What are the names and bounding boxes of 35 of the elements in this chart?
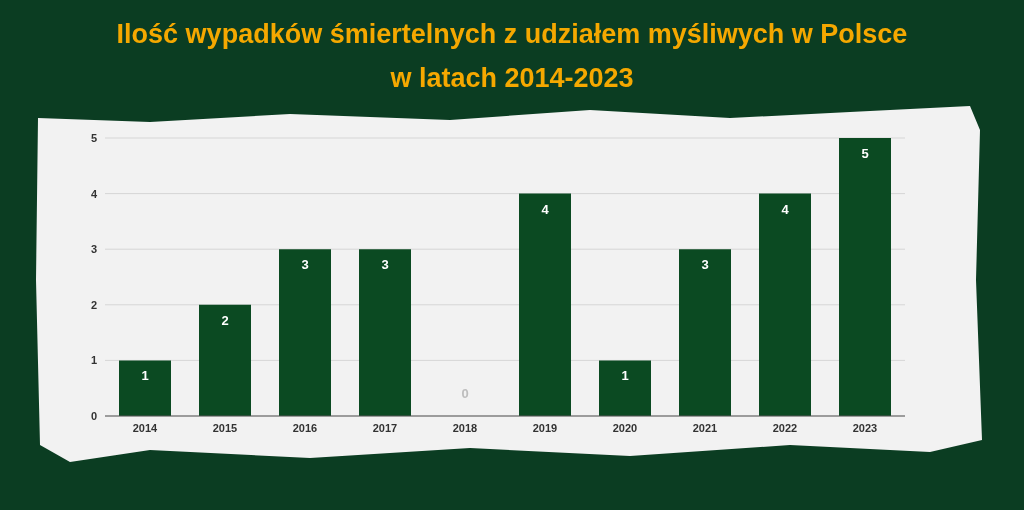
y-tick-label: 4 [90, 187, 98, 200]
bar [519, 193, 571, 416]
data-label: 5 [861, 146, 869, 161]
y-tick-label: 3 [90, 243, 97, 256]
data-label: 4 [781, 201, 790, 217]
x-tick-label: 2021 [692, 421, 718, 434]
bar [599, 360, 651, 416]
bar [199, 304, 251, 416]
data-label: 3 [701, 257, 709, 273]
data-label: 3 [301, 257, 309, 273]
x-tick-label: 2016 [292, 421, 318, 434]
y-tick-label: 0 [90, 409, 97, 422]
data-label: 1 [141, 368, 149, 384]
x-tick-label: 2022 [772, 421, 798, 434]
data-label: 4 [541, 201, 550, 217]
bar [119, 360, 171, 416]
bar [359, 249, 411, 416]
x-tick-label: 2015 [212, 421, 238, 434]
data-label: 3 [381, 257, 389, 273]
y-tick-label: 1 [90, 354, 97, 367]
x-tick-label: 2017 [372, 421, 398, 434]
x-tick-label: 2023 [852, 421, 878, 434]
y-tick-label: 2 [90, 298, 97, 311]
x-tick-label: 2014 [132, 421, 159, 434]
y-tick-label: 5 [90, 131, 97, 144]
bar [279, 249, 331, 416]
x-tick-label: 2019 [532, 421, 558, 434]
x-tick-label: 2020 [612, 421, 638, 434]
bar [839, 138, 891, 416]
bar [679, 249, 731, 416]
x-tick-label: 2018 [452, 421, 478, 434]
chart-title: Ilość wypadków śmiertelnych z udziałem myśliwych w Polsce w latach 2014-2023 [115, 18, 909, 95]
bar [759, 193, 811, 416]
data-label: 2 [221, 312, 229, 328]
data-label: 1 [621, 368, 629, 384]
